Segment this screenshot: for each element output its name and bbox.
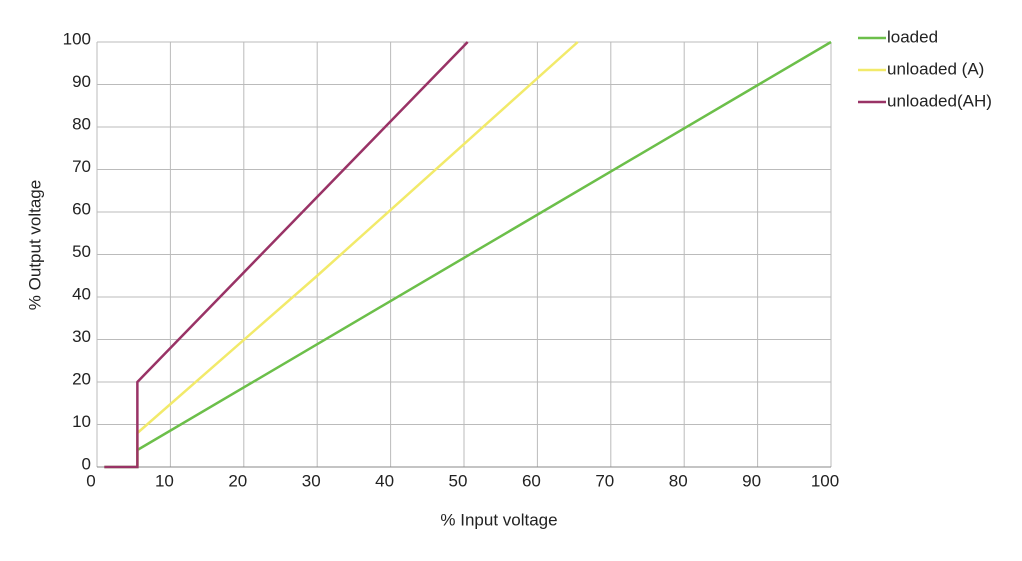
x-tick-label: 10: [155, 471, 174, 490]
y-tick-label: 50: [72, 242, 91, 261]
legend-label: loaded: [887, 27, 938, 46]
x-axis-label: % Input voltage: [440, 510, 557, 529]
y-axis-label: % Output voltage: [25, 180, 44, 310]
y-tick-label: 20: [72, 369, 91, 388]
x-tick-label: 20: [228, 471, 247, 490]
x-tick-label: 100: [811, 471, 839, 490]
legend-label: unloaded(AH): [887, 91, 992, 110]
legend-label: unloaded (A): [887, 59, 984, 78]
x-tick-label: 50: [449, 471, 468, 490]
y-tick-label: 80: [72, 114, 91, 133]
series-line: [104, 41, 469, 469]
y-tick-label: 70: [72, 157, 91, 176]
y-tick-label: 30: [72, 327, 91, 346]
x-tick-label: 70: [595, 471, 614, 490]
y-tick-label: 0: [82, 454, 91, 473]
x-tick-label: 80: [669, 471, 688, 490]
y-tick-label: 100: [63, 29, 91, 48]
x-tick-label: 60: [522, 471, 541, 490]
x-tick-label: 0: [86, 471, 95, 490]
y-tick-label: 90: [72, 72, 91, 91]
x-tick-label: 90: [742, 471, 761, 490]
y-tick-label: 60: [72, 199, 91, 218]
y-tick-label: 40: [72, 284, 91, 303]
y-tick-label: 10: [72, 412, 91, 431]
x-tick-label: 30: [302, 471, 321, 490]
x-tick-label: 40: [375, 471, 394, 490]
